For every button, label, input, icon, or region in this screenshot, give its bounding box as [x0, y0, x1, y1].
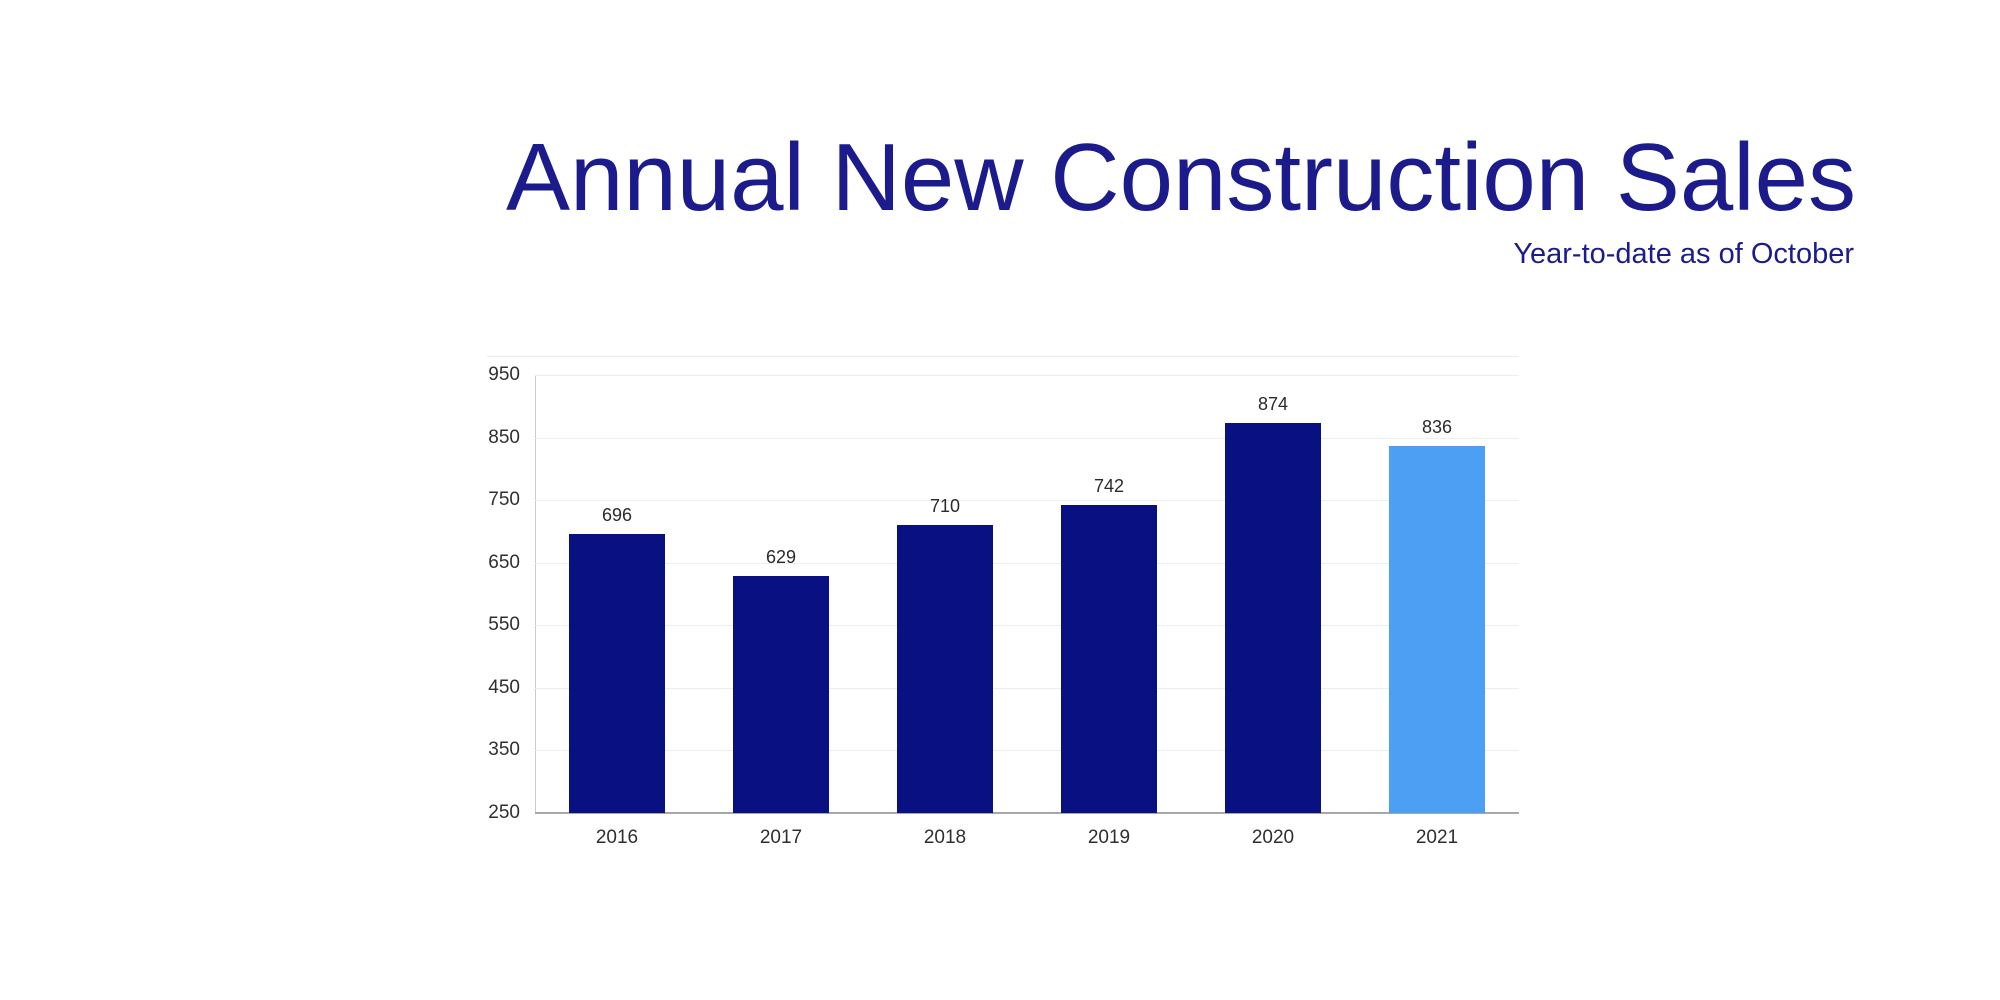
y-tick-label-650: 650: [488, 551, 520, 573]
bar-2018: [897, 525, 993, 813]
bar-value-label-2018: 710: [929, 496, 961, 517]
gridline-450: [535, 687, 1519, 689]
bar-value-label-2017: 629: [765, 546, 797, 567]
x-axis-line: [535, 812, 1519, 814]
bar-value-label-2020: 874: [1257, 393, 1289, 414]
y-tick-label-450: 450: [488, 676, 520, 698]
chart-title: Annual New Construction Sales: [505, 124, 1856, 231]
chart-panel-top-edge: [487, 356, 1519, 357]
gridline-650: [535, 562, 1519, 564]
gridline-750: [535, 500, 1519, 502]
x-tick-label-2020: 2020: [1251, 827, 1295, 848]
y-axis-line: [535, 375, 536, 813]
y-tick-label-550: 550: [488, 614, 520, 636]
y-tick-label-350: 350: [488, 739, 520, 761]
bar-2017: [733, 575, 829, 813]
bar-chart-plot-area: 696 2016 629 2017 710 2018 742 2019 874 2020 836 20…: [535, 375, 1519, 848]
bar-value-label-2016: 696: [601, 504, 633, 525]
y-tick-label-750: 750: [488, 489, 520, 511]
gridline-850: [535, 437, 1519, 439]
gridline-350: [535, 750, 1519, 752]
y-tick-label-250: 250: [488, 802, 520, 823]
bar-2019: [1061, 505, 1157, 813]
x-tick-label-2021: 2021: [1415, 827, 1459, 848]
y-tick-label-950: 950: [488, 364, 520, 385]
gridline-550: [535, 625, 1519, 627]
bar-2016: [569, 533, 665, 813]
gridline-950: [535, 375, 1519, 376]
chart-subtitle: Year-to-date as of October: [1513, 238, 1854, 270]
y-tick-label-850: 850: [488, 426, 520, 448]
y-axis-tick-labels: 250 350 450 550 650 750 850 950: [380, 364, 520, 823]
bar-2020: [1225, 422, 1321, 813]
bar-2021: [1389, 446, 1485, 813]
bar-value-label-2019: 742: [1093, 476, 1125, 497]
x-tick-label-2017: 2017: [759, 827, 803, 848]
bar-value-label-2021: 836: [1421, 417, 1453, 438]
x-tick-label-2018: 2018: [923, 827, 967, 848]
x-tick-label-2019: 2019: [1087, 827, 1131, 848]
x-tick-label-2016: 2016: [595, 827, 639, 848]
